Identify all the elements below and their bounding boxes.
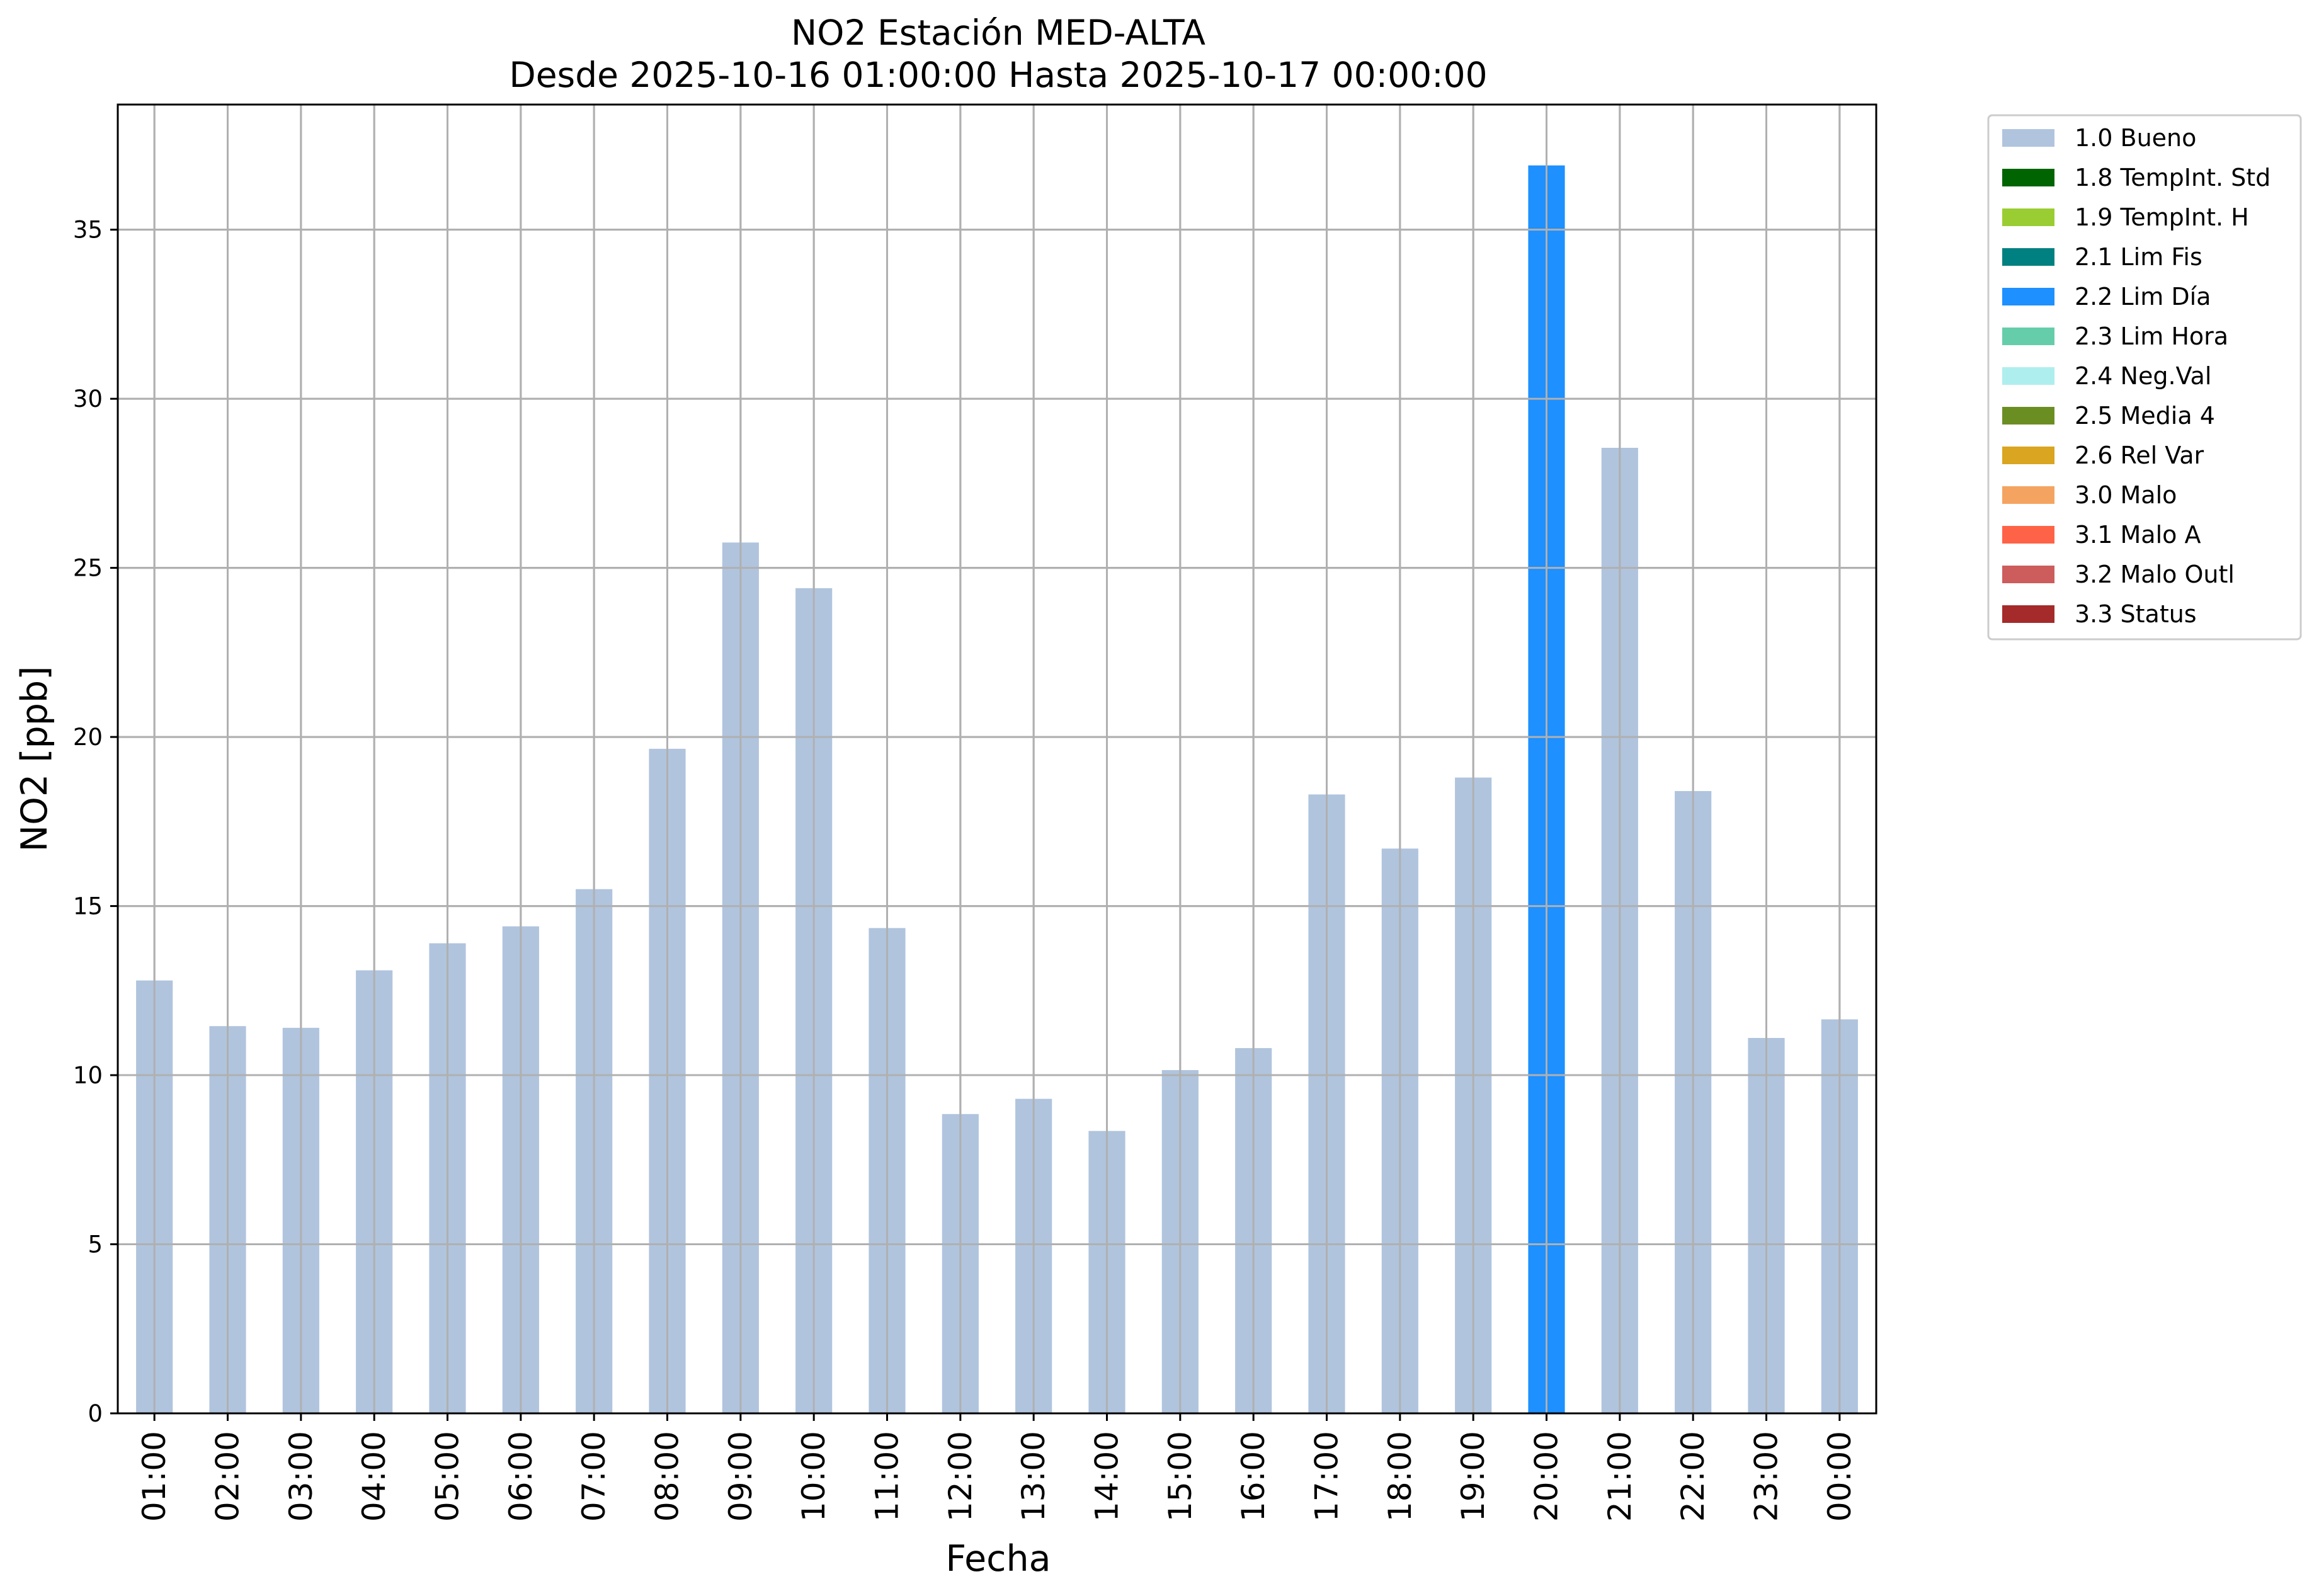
legend: 1.0 Bueno 1.8 TempInt. Std 1.9 TempInt. H 2… bbox=[1987, 114, 2302, 641]
y-tick-label: 30 bbox=[73, 385, 103, 413]
legend-swatch bbox=[2002, 605, 2054, 623]
y-tick-label: 35 bbox=[73, 217, 103, 244]
chart-title: NO2 Estación MED-ALTA bbox=[791, 13, 1205, 53]
x-tick-label: 17:00 bbox=[1309, 1431, 1345, 1522]
grid-lines-over-bars bbox=[118, 105, 1876, 1415]
legend-swatch bbox=[2002, 169, 2054, 186]
chart-subtitle: Desde 2025-10-16 01:00:00 Hasta 2025-10-… bbox=[509, 55, 1487, 95]
x-tick-label: 04:00 bbox=[356, 1431, 392, 1522]
legend-label: 3.3 Status bbox=[2075, 600, 2197, 628]
x-tick-label: 06:00 bbox=[503, 1431, 539, 1522]
x-tick-label: 08:00 bbox=[649, 1431, 686, 1522]
legend-swatch bbox=[2002, 328, 2054, 345]
y-tick-label: 10 bbox=[73, 1062, 103, 1089]
legend-label: 1.8 TempInt. Std bbox=[2075, 164, 2271, 191]
legend-box bbox=[1987, 114, 2302, 641]
x-tick-label: 05:00 bbox=[430, 1431, 466, 1522]
x-tick-label: 01:00 bbox=[136, 1431, 173, 1522]
legend-swatch bbox=[2002, 248, 2054, 266]
plot-frame bbox=[117, 103, 1877, 1415]
x-tick-label: 23:00 bbox=[1748, 1431, 1785, 1522]
legend-label: 3.0 Malo bbox=[2075, 481, 2177, 509]
legend-swatch bbox=[2002, 486, 2054, 504]
x-tick-label: 18:00 bbox=[1382, 1431, 1418, 1522]
legend-label: 3.2 Malo Outl bbox=[2075, 561, 2235, 588]
legend-label: 2.2 Lim Día bbox=[2075, 283, 2211, 311]
y-tick-label: 25 bbox=[73, 555, 103, 582]
legend-label: 3.1 Malo A bbox=[2075, 521, 2201, 549]
legend-swatch bbox=[2002, 208, 2054, 226]
x-tick-label: 09:00 bbox=[722, 1431, 759, 1522]
legend-label: 2.4 Neg.Val bbox=[2075, 362, 2211, 390]
legend-label: 1.0 Bueno bbox=[2075, 124, 2196, 152]
x-tick-label: 07:00 bbox=[576, 1431, 612, 1522]
legend-swatch bbox=[2002, 407, 2054, 425]
x-tick-label: 00:00 bbox=[1821, 1431, 1858, 1522]
legend-label: 2.3 Lim Hora bbox=[2075, 322, 2228, 350]
legend-swatch bbox=[2002, 526, 2054, 544]
legend-swatch bbox=[2002, 288, 2054, 305]
x-tick-label: 19:00 bbox=[1455, 1431, 1491, 1522]
legend-label: 2.6 Rel Var bbox=[2075, 442, 2204, 469]
legend-label: 2.5 Media 4 bbox=[2075, 402, 2215, 430]
legend-label: 2.1 Lim Fis bbox=[2075, 243, 2202, 271]
x-tick-label: 14:00 bbox=[1089, 1431, 1125, 1522]
legend-swatch bbox=[2002, 367, 2054, 385]
x-tick-label: 21:00 bbox=[1602, 1431, 1638, 1522]
x-tick-label: 02:00 bbox=[210, 1431, 246, 1522]
y-axis-label: NO2 [ppb] bbox=[14, 666, 55, 852]
x-axis-label: Fecha bbox=[945, 1538, 1051, 1580]
legend-swatch bbox=[2002, 566, 2054, 583]
x-axis-ticks: 01:00 02:00 03:00 04:00 05:00 06:00 07:00 08:00… bbox=[136, 1413, 1858, 1522]
x-tick-label: 20:00 bbox=[1529, 1431, 1565, 1522]
legend-swatch bbox=[2002, 447, 2054, 464]
legend-label: 1.9 TempInt. H bbox=[2075, 203, 2249, 231]
x-tick-label: 10:00 bbox=[795, 1431, 832, 1522]
x-tick-label: 12:00 bbox=[942, 1431, 979, 1522]
x-tick-label: 22:00 bbox=[1675, 1431, 1711, 1522]
legend-swatch bbox=[2002, 129, 2054, 147]
y-tick-label: 5 bbox=[88, 1231, 103, 1258]
x-tick-label: 03:00 bbox=[283, 1431, 319, 1522]
x-tick-label: 15:00 bbox=[1162, 1431, 1199, 1522]
y-tick-label: 15 bbox=[73, 893, 103, 920]
x-tick-label: 11:00 bbox=[869, 1431, 906, 1522]
y-axis-ticks: 0 5 10 15 20 25 30 35 bbox=[73, 217, 118, 1427]
x-tick-label: 13:00 bbox=[1015, 1431, 1052, 1522]
y-tick-label: 20 bbox=[73, 724, 103, 751]
y-tick-label: 0 bbox=[88, 1400, 103, 1427]
x-tick-label: 16:00 bbox=[1235, 1431, 1272, 1522]
